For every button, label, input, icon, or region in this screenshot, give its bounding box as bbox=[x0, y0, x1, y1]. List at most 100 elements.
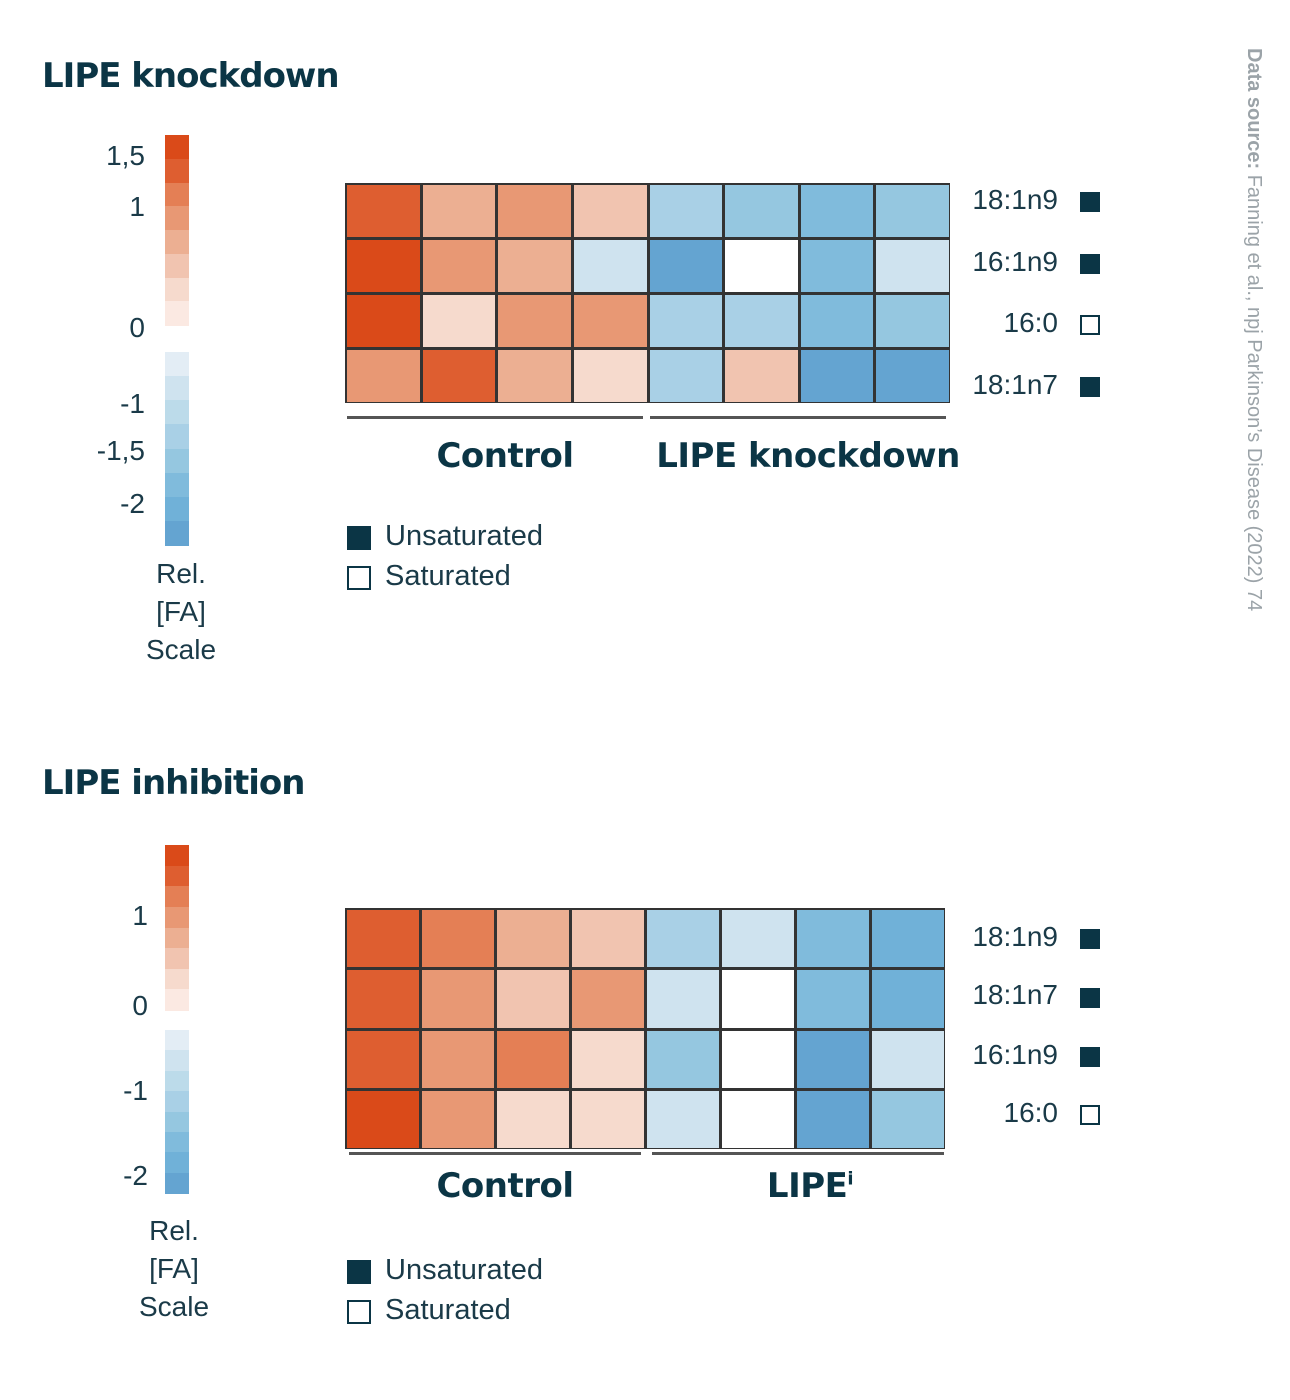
heatmap-cell bbox=[347, 910, 419, 968]
heatmap-cell bbox=[722, 970, 794, 1028]
legend-label: Saturated bbox=[385, 560, 511, 592]
scale-tick-label: -1 bbox=[120, 388, 145, 419]
scale-step-positive bbox=[165, 865, 189, 887]
scale-step-positive bbox=[165, 206, 189, 231]
scale-step-negative bbox=[165, 1131, 189, 1153]
heatmap-cell bbox=[649, 185, 723, 237]
scale-caption-line: [FA] bbox=[149, 1253, 199, 1284]
group-bracket-control bbox=[349, 1152, 641, 1155]
heatmap-cell bbox=[800, 350, 874, 402]
saturated-marker bbox=[1080, 1105, 1100, 1125]
heatmap-cell bbox=[649, 295, 723, 347]
saturated-marker bbox=[1080, 315, 1100, 335]
heatmap-cell bbox=[797, 1090, 869, 1148]
heatmap-cell bbox=[347, 1090, 419, 1148]
unsaturated-marker bbox=[1080, 192, 1100, 212]
group-bracket-lipe-knockdown bbox=[650, 416, 946, 419]
heatmap-cell bbox=[647, 970, 719, 1028]
group-label-control: Control bbox=[436, 1166, 574, 1206]
heatmap-cell bbox=[872, 970, 944, 1028]
heatmap-cell bbox=[572, 1030, 644, 1088]
group-label-text: LIPE bbox=[766, 1166, 848, 1206]
scale-step-positive bbox=[165, 906, 189, 928]
unsaturated-marker bbox=[1080, 254, 1100, 274]
row-label: 16:0 bbox=[1003, 1097, 1059, 1128]
panel-title: LIPE knockdown bbox=[42, 56, 340, 96]
unsaturated-marker bbox=[1080, 377, 1100, 397]
scale-step-negative bbox=[165, 520, 189, 546]
group-label-lipe-knockdown: LIPE knockdown bbox=[656, 436, 960, 476]
heatmap-cell bbox=[573, 185, 647, 237]
heatmap-cell bbox=[572, 1090, 644, 1148]
heatmap-cell bbox=[498, 240, 571, 292]
heatmap-cell bbox=[347, 240, 420, 292]
heatmap-cell bbox=[876, 185, 949, 237]
heatmap-cell bbox=[347, 295, 420, 347]
scale-tick-label: 1,5 bbox=[106, 140, 145, 171]
heatmap-cell bbox=[422, 350, 496, 402]
heatmap-cell bbox=[422, 1030, 494, 1088]
heatmap-cell bbox=[722, 910, 794, 968]
scale-step-positive bbox=[165, 845, 189, 867]
scale-caption: Rel. [FA] Scale bbox=[114, 1212, 234, 1326]
scale-tick-label: -1 bbox=[123, 1075, 148, 1106]
heatmap-cell bbox=[497, 910, 569, 968]
heatmap-cell bbox=[725, 295, 798, 347]
scale-caption-line: Rel. bbox=[156, 558, 206, 589]
scale-tick-label: 1 bbox=[132, 900, 148, 931]
heatmap-cell bbox=[422, 185, 496, 237]
heatmap-cell bbox=[800, 185, 874, 237]
heatmap-cell bbox=[876, 295, 949, 347]
heatmap-cell bbox=[725, 240, 798, 292]
unsaturated-marker bbox=[1080, 988, 1100, 1008]
row-label: 18:1n9 bbox=[972, 921, 1058, 952]
legend-label: Unsaturated bbox=[385, 520, 543, 552]
heatmap-cell bbox=[497, 1030, 569, 1088]
heatmap-cell bbox=[800, 295, 874, 347]
scale-step-negative bbox=[165, 1111, 189, 1133]
scale-caption-line: Scale bbox=[138, 1291, 210, 1322]
heatmap-cell bbox=[497, 1090, 569, 1148]
heatmap-cell bbox=[347, 1030, 419, 1088]
heatmap-cell bbox=[872, 1090, 944, 1148]
row-label: 16:1n9 bbox=[972, 246, 1058, 277]
scale-step-positive bbox=[165, 158, 189, 183]
scale-tick-label: 1 bbox=[129, 191, 145, 222]
lipe-knockdown-panel: LIPE knockdown 1,5 1 0 -1 -1,5 -2 Rel. [… bbox=[0, 0, 1230, 700]
scale-tick-label: -1,5 bbox=[96, 435, 145, 466]
heatmap-cell bbox=[649, 240, 723, 292]
heatmap-grid bbox=[345, 183, 950, 403]
row-label: 16:1n9 bbox=[972, 1039, 1058, 1070]
group-label-superscript: i bbox=[847, 1168, 854, 1190]
source-note: Data source: Fanning et al., npj Parkins… bbox=[1242, 48, 1265, 611]
unsaturated-marker bbox=[1080, 1047, 1100, 1067]
heatmap-cell bbox=[347, 350, 420, 402]
row-label: 18:1n9 bbox=[972, 184, 1058, 215]
scale-step-positive bbox=[165, 948, 189, 970]
group-label-lipe-inhibitor: LIPEi bbox=[690, 1166, 930, 1206]
scale-step-negative bbox=[165, 1050, 189, 1072]
scale-step-positive bbox=[165, 968, 189, 990]
scale-step-positive bbox=[165, 230, 189, 255]
scale-caption-line: Scale bbox=[145, 634, 217, 665]
heatmap-cell bbox=[876, 350, 949, 402]
heatmap-cell bbox=[497, 970, 569, 1028]
scale-step-positive bbox=[165, 927, 189, 949]
group-bracket-lipe-inhibitor bbox=[652, 1152, 944, 1155]
color-scale-bar bbox=[165, 845, 189, 1194]
heatmap-cell bbox=[797, 1030, 869, 1088]
scale-caption-line: Rel. bbox=[149, 1215, 199, 1246]
panel-title: LIPE inhibition bbox=[42, 763, 305, 803]
scale-step-negative bbox=[165, 352, 189, 377]
scale-step-negative bbox=[165, 1091, 189, 1112]
heatmap-cell bbox=[572, 970, 644, 1028]
heatmap-cell bbox=[649, 350, 723, 402]
heatmap-cell bbox=[647, 910, 719, 968]
heatmap-cell bbox=[347, 970, 419, 1028]
heatmap-cell bbox=[725, 185, 798, 237]
heatmap-cell bbox=[422, 970, 494, 1028]
scale-tick-label: -2 bbox=[123, 1160, 148, 1191]
heatmap-cell bbox=[647, 1090, 719, 1148]
heatmap-cell bbox=[422, 240, 496, 292]
heatmap-cell bbox=[498, 185, 571, 237]
